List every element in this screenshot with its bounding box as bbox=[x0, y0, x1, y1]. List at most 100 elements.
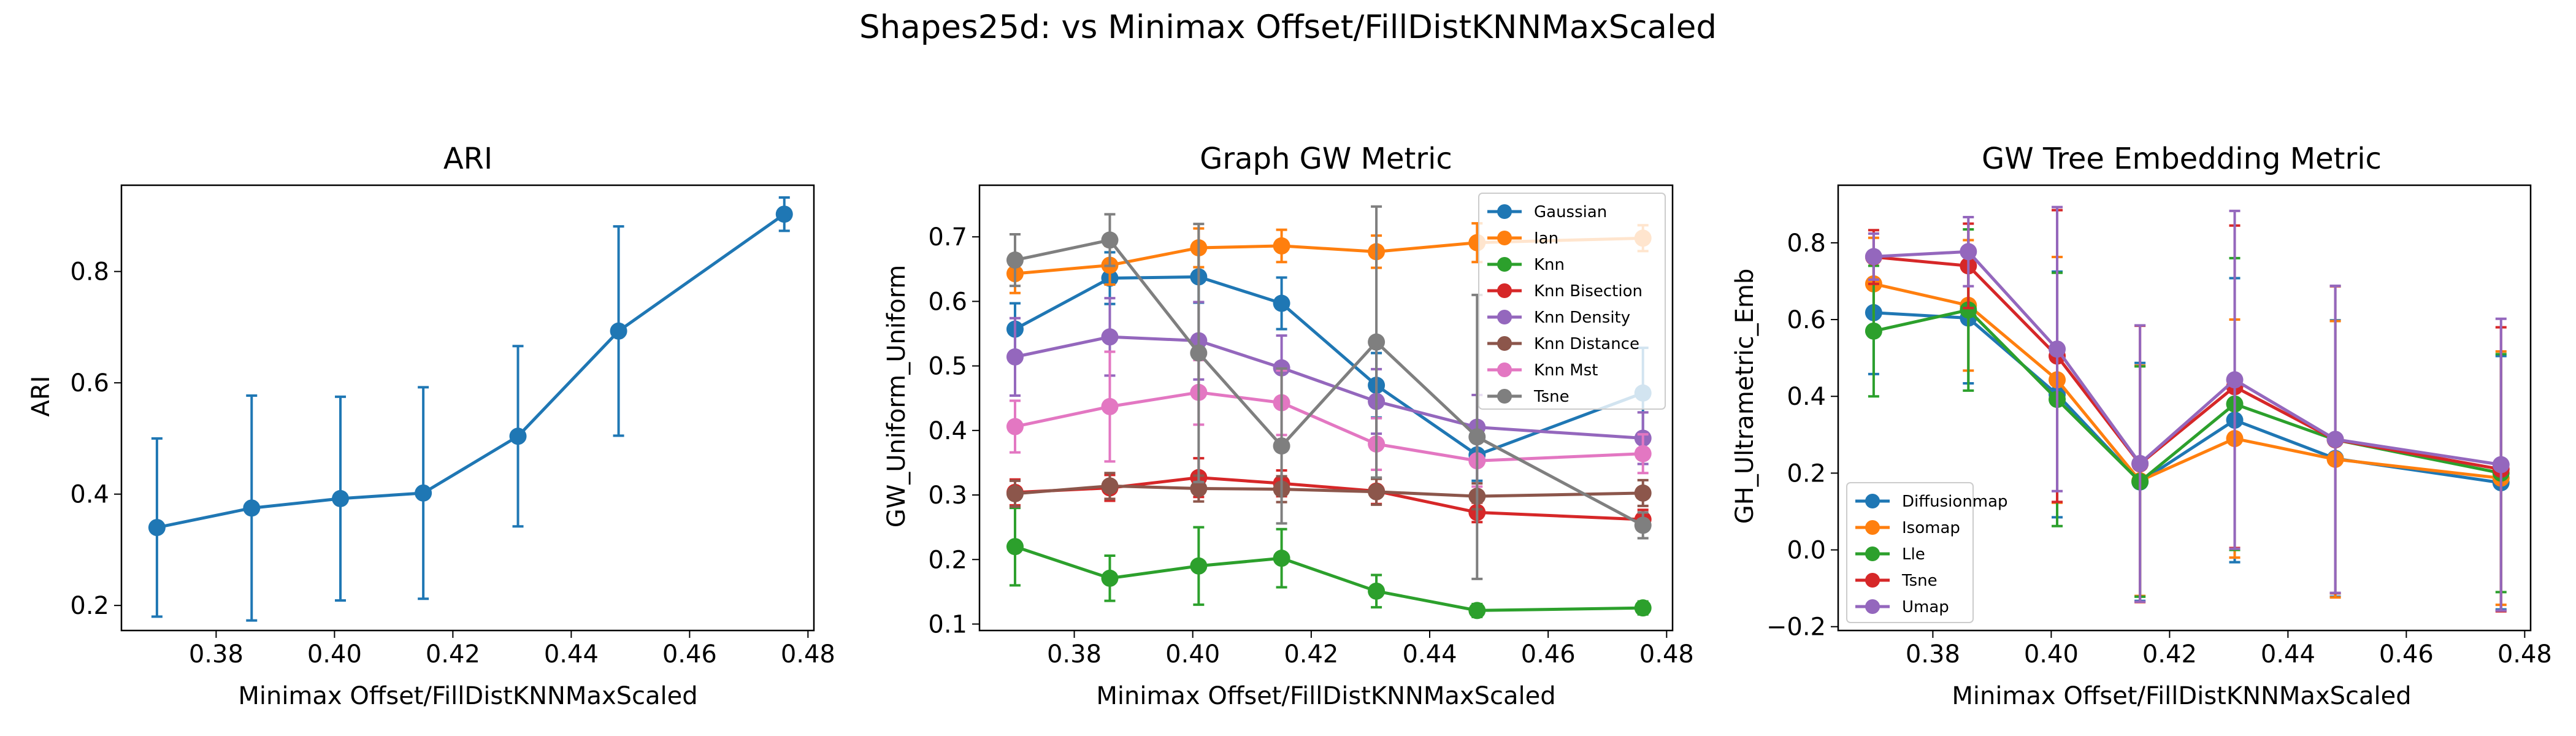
gw-tree-series-umap bbox=[1865, 205, 2510, 612]
gw-tree-xlabel: Minimax Offset/FillDistKNNMaxScaled bbox=[1952, 682, 2411, 710]
graph-gw-legend-label: Knn bbox=[1534, 256, 1565, 274]
ari-xtick-label: 0.48 bbox=[781, 640, 835, 669]
graph-gw-legend-label: Tsne bbox=[1533, 388, 1570, 406]
graph-gw-xtick-label: 0.42 bbox=[1284, 640, 1338, 669]
ari-xtick-label: 0.46 bbox=[662, 640, 717, 669]
graph-gw-data-point bbox=[1634, 484, 1652, 502]
graph-gw-data-point bbox=[1368, 483, 1386, 500]
graph-gw-ytick-label: 0.3 bbox=[928, 481, 967, 510]
gw-tree-panel: GW Tree Embedding Metric Minimax Offset/… bbox=[1731, 142, 2552, 710]
gw-tree-data-point bbox=[1960, 301, 1977, 319]
gw-tree-legend-swatch-marker bbox=[1865, 573, 1880, 588]
gw-tree-data-point bbox=[1865, 248, 1882, 266]
gw-tree-data-point bbox=[2131, 454, 2149, 472]
graph-gw-panel: Graph GW Metric Minimax Offset/FillDistK… bbox=[883, 142, 1694, 710]
ari-data-point bbox=[610, 322, 627, 340]
gw-tree-legend-label: Umap bbox=[1902, 598, 1949, 616]
ari-panel: ARI Minimax Offset/FillDistKNNMaxScaled … bbox=[27, 142, 835, 710]
ari-xtick-label: 0.40 bbox=[307, 640, 362, 669]
gw-tree-data-point bbox=[1960, 243, 1977, 261]
graph-gw-legend-frame bbox=[1478, 193, 1666, 410]
gw-tree-data-point bbox=[2326, 431, 2344, 448]
graph-gw-legend-swatch-marker bbox=[1497, 336, 1512, 351]
gw-tree-legend-label: Lle bbox=[1902, 545, 1925, 564]
graph-gw-data-point bbox=[1101, 231, 1119, 249]
gw-tree-xtick-label: 0.40 bbox=[2024, 640, 2079, 669]
graph-gw-legend-label: Knn Mst bbox=[1534, 361, 1598, 380]
gw-tree-xtick-label: 0.44 bbox=[2261, 640, 2315, 669]
ari-data-point bbox=[332, 489, 350, 507]
graph-gw-xtick-label: 0.48 bbox=[1639, 640, 1694, 669]
graph-gw-ytick-label: 0.1 bbox=[928, 610, 967, 638]
gw-tree-ytick-label: 0.0 bbox=[1787, 537, 1826, 565]
graph-gw-legend-label: Gaussian bbox=[1534, 203, 1607, 221]
gw-tree-legend-frame bbox=[1846, 482, 1974, 623]
graph-gw-xlabel: Minimax Offset/FillDistKNNMaxScaled bbox=[1096, 682, 1555, 710]
graph-gw-axes-frame bbox=[978, 184, 1674, 632]
graph-gw-data-point bbox=[1006, 538, 1024, 556]
graph-gw-data-point bbox=[1634, 445, 1652, 462]
graph-gw-data-point bbox=[1368, 582, 1386, 600]
gw-tree-legend-swatch-marker bbox=[1865, 520, 1880, 535]
ari-xlabel: Minimax Offset/FillDistKNNMaxScaled bbox=[238, 682, 697, 710]
graph-gw-legend-label: Knn Density bbox=[1534, 309, 1630, 327]
graph-gw-legend-swatch-marker bbox=[1497, 204, 1512, 219]
gw-tree-legend-label: Isomap bbox=[1902, 519, 1960, 537]
ari-series-0 bbox=[148, 196, 793, 622]
graph-gw-data-point bbox=[1468, 602, 1486, 619]
graph-gw-legend-swatch-marker bbox=[1497, 283, 1512, 298]
ari-ytick-label: 0.4 bbox=[70, 481, 109, 509]
graph-gw-xtick-label: 0.38 bbox=[1047, 640, 1102, 669]
graph-gw-data-point bbox=[1190, 557, 1208, 575]
ari-xtick-label: 0.42 bbox=[426, 640, 480, 669]
graph-gw-ytick-label: 0.6 bbox=[928, 288, 967, 316]
gw-tree-xtick-label: 0.48 bbox=[2497, 640, 2552, 669]
gw-tree-axes-frame bbox=[1837, 184, 2532, 632]
gw-tree-ytick-label: 0.2 bbox=[1787, 459, 1826, 488]
gw-tree-legend-label: Diffusionmap bbox=[1902, 493, 2008, 511]
gw-tree-data-point bbox=[2049, 340, 2066, 358]
graph-gw-ytick-label: 0.4 bbox=[928, 417, 967, 445]
gw-tree-ytick-label: 0.8 bbox=[1787, 229, 1826, 258]
gw-tree-xtick-label: 0.38 bbox=[1906, 640, 1960, 669]
graph-gw-ytick-label: 0.2 bbox=[928, 546, 967, 574]
graph-gw-xtick-label: 0.44 bbox=[1402, 640, 1457, 669]
graph-gw-data-point bbox=[1101, 328, 1119, 346]
graph-gw-legend-swatch-marker bbox=[1497, 257, 1512, 272]
graph-gw-data-point bbox=[1101, 397, 1119, 415]
graph-gw-legend: Gaussian Ian Knn Knn Bisection Knn Density Kn… bbox=[1478, 193, 1666, 410]
ari-ytick-label: 0.8 bbox=[70, 258, 109, 286]
graph-gw-legend-label: Ian bbox=[1534, 229, 1558, 248]
graph-gw-legend-swatch-marker bbox=[1497, 310, 1512, 324]
graph-gw-legend-swatch-marker bbox=[1497, 362, 1512, 377]
ari-title: ARI bbox=[443, 142, 493, 176]
graph-gw-data-point bbox=[1006, 251, 1024, 269]
ari-ylabel: ARI bbox=[27, 376, 55, 417]
gw-tree-legend-label: Tsne bbox=[1901, 572, 1938, 590]
graph-gw-series-knn bbox=[1006, 507, 1652, 619]
ari-data-point bbox=[509, 427, 527, 445]
graph-gw-legend-swatch-marker bbox=[1497, 389, 1512, 404]
graph-gw-legend-swatch-marker bbox=[1497, 231, 1512, 245]
graph-gw-title: Graph GW Metric bbox=[1200, 142, 1452, 176]
gw-tree-data-point bbox=[1865, 322, 1882, 340]
gw-tree-legend: Diffusionmap Isomap Lle Tsne Umap bbox=[1846, 482, 2008, 623]
gw-tree-xtick-label: 0.42 bbox=[2142, 640, 2197, 669]
graph-gw-data-point bbox=[1190, 480, 1208, 497]
ari-axes-frame bbox=[120, 184, 815, 632]
graph-gw-series-tsne bbox=[1006, 205, 1652, 580]
graph-gw-ylabel: GW_Uniform_Uniform bbox=[883, 265, 911, 528]
graph-gw-data-point bbox=[1273, 437, 1290, 455]
gw-tree-title: GW Tree Embedding Metric bbox=[1982, 142, 2382, 176]
ari-data-point bbox=[415, 484, 432, 502]
graph-gw-legend-label: Knn Distance bbox=[1534, 335, 1639, 353]
graph-gw-data-point bbox=[1006, 348, 1024, 366]
gw-tree-ytick-label: 0.4 bbox=[1787, 383, 1826, 411]
graph-gw-xtick-label: 0.46 bbox=[1521, 640, 1576, 669]
graph-gw-ytick-label: 0.7 bbox=[928, 223, 967, 251]
graph-gw-data-point bbox=[1101, 569, 1119, 587]
ari-data-point bbox=[243, 499, 261, 517]
gw-tree-legend-swatch-marker bbox=[1865, 546, 1880, 561]
graph-gw-data-point bbox=[1190, 344, 1208, 362]
